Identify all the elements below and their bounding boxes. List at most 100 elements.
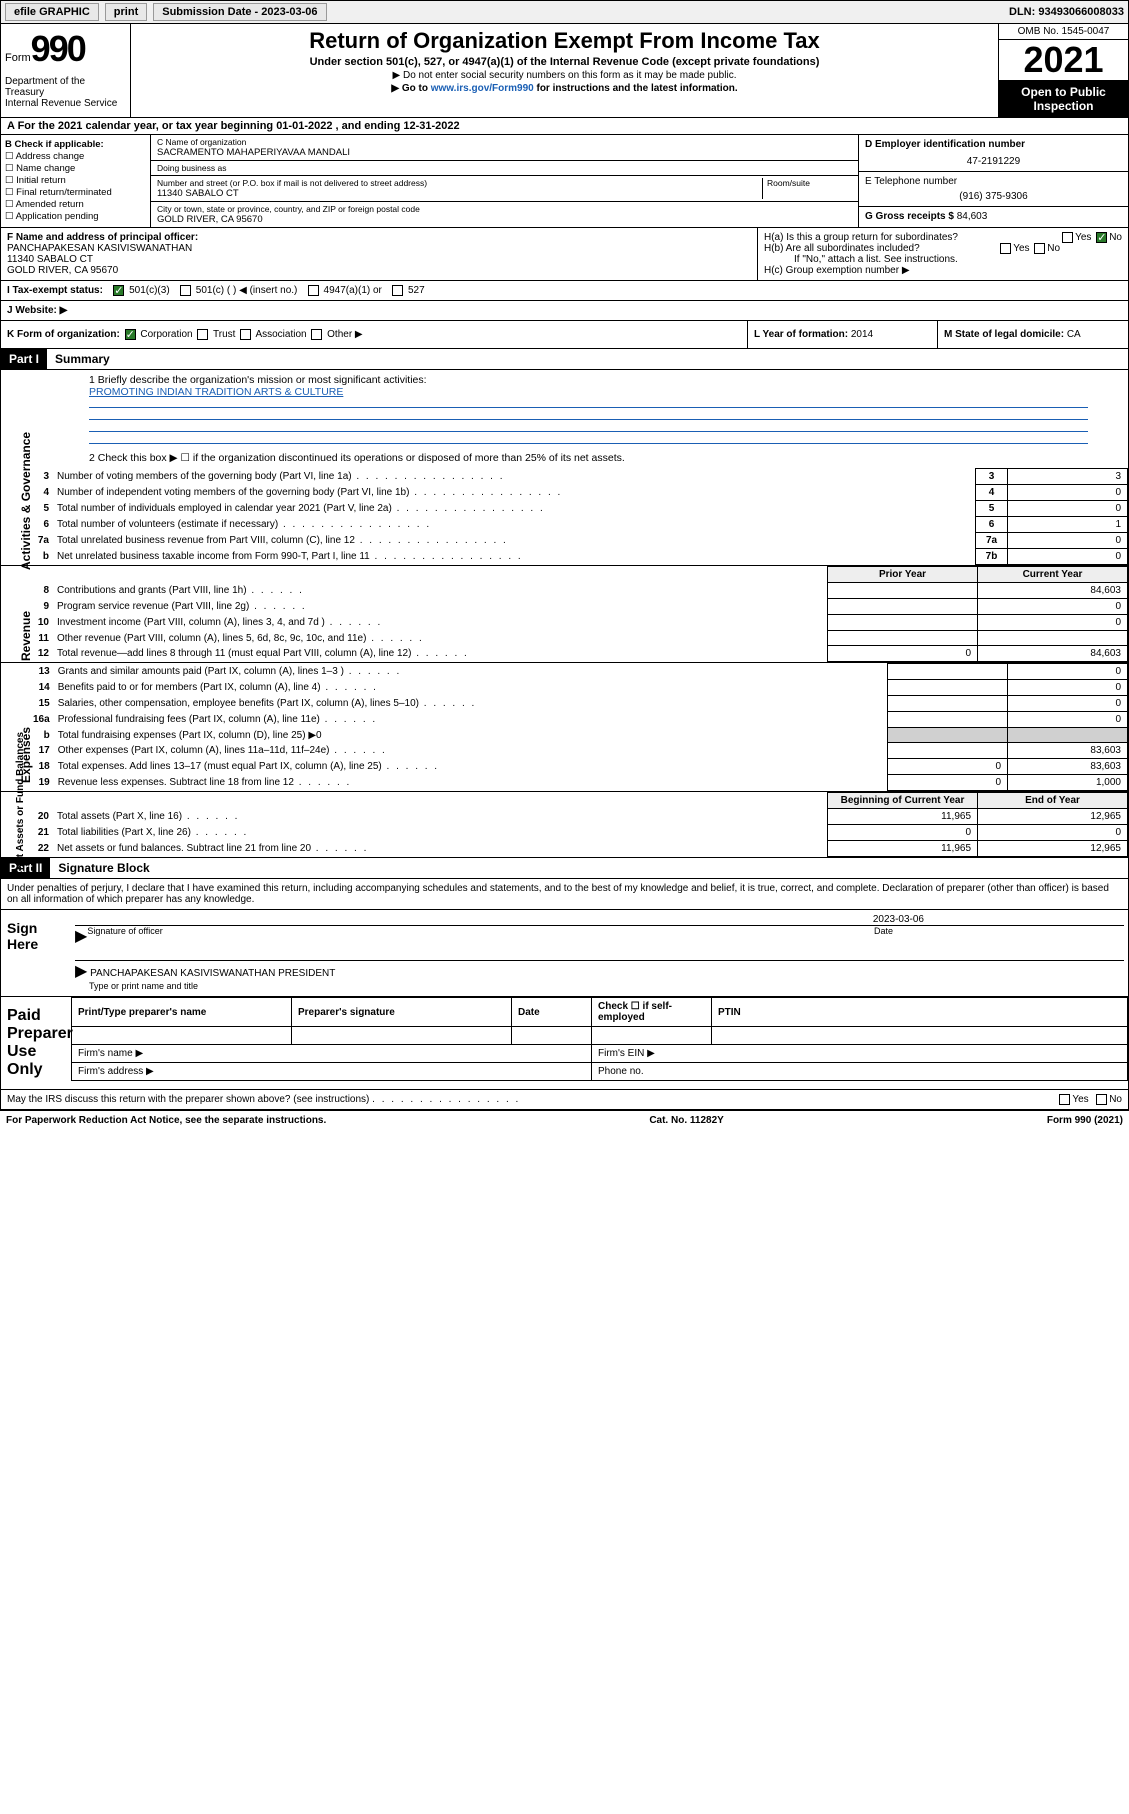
signature-block: Under penalties of perjury, I declare th… [0,879,1129,1110]
signature-declaration: Under penalties of perjury, I declare th… [1,879,1128,909]
i-501c-box[interactable] [180,285,191,296]
form-title: Return of Organization Exempt From Incom… [139,28,990,54]
phone-value: (916) 375-9306 [865,187,1122,202]
c-city-row: City or town, state or province, country… [151,202,858,227]
chk-amended-return[interactable]: ☐ Amended return [5,199,146,210]
chk-final-return[interactable]: ☐ Final return/terminated [5,187,146,198]
ha-no-box[interactable] [1096,232,1107,243]
b-label: B Check if applicable: [5,139,146,150]
paid-preparer-label: Paid Preparer Use Only [1,997,71,1089]
i-527-box[interactable] [392,285,403,296]
may-irs-lbl: May the IRS discuss this return with the… [7,1094,369,1105]
hb-note: If "No," attach a list. See instructions… [764,254,1122,265]
c-dba-row: Doing business as [151,161,858,176]
officer-name-title: PANCHAPAKESAN KASIVISWANATHAN PRESIDENT [90,968,335,979]
k-assoc-box[interactable] [240,329,251,340]
header-right: OMB No. 1545-0047 2021 Open to Public In… [998,24,1128,117]
c-street-lbl: Number and street (or P.O. box if mail i… [157,178,762,188]
prep-col-sig: Preparer's signature [292,998,512,1027]
k-corp-box[interactable] [125,329,136,340]
part1-header-row: Part I Summary [0,349,1129,370]
q2-label: 2 Check this box ▶ ☐ if the organization… [89,452,1088,464]
chk-initial-return[interactable]: ☐ Initial return [5,175,146,186]
sig-date-lbl: Date [874,926,1124,946]
side-netassets: Net Assets or Fund Balances [15,732,26,870]
department-label: Department of the Treasury Internal Reve… [5,70,126,109]
i-row: I Tax-exempt status: 501(c)(3) 501(c) ( … [0,281,1129,301]
q1-label: 1 Briefly describe the organization's mi… [89,374,1088,386]
m-block: M State of legal domicile: CA [938,321,1128,348]
org-street: 11340 SABALO CT [157,188,762,199]
tax-year: 2021 [999,40,1128,81]
prep-col-date: Date [512,998,592,1027]
print-button[interactable]: print [105,3,147,21]
c-name-lbl: C Name of organization [157,137,852,147]
form-number: 990 [31,28,85,69]
k-trust-box[interactable] [197,329,208,340]
form-subtitle-1: Under section 501(c), 527, or 4947(a)(1)… [139,56,990,68]
section-revenue: Revenue Prior YearCurrent Year8Contribut… [0,566,1129,663]
officer-city: GOLD RIVER, CA 95670 [7,265,751,276]
form-header: Form990 Department of the Treasury Inter… [0,24,1129,118]
col-c: C Name of organization SACRAMENTO MAHAPE… [151,135,858,227]
netassets-table: Beginning of Current YearEnd of Year20To… [29,792,1128,857]
ha-lbl: H(a) Is this a group return for subordin… [764,232,958,243]
hb-no-box[interactable] [1034,243,1045,254]
open-public-label: Open to Public Inspection [999,81,1128,117]
prep-col-ptin: PTIN [712,998,1128,1027]
form-word: Form [5,52,31,64]
mission-block: 1 Briefly describe the organization's mi… [29,370,1128,468]
i-501c3-box[interactable] [113,285,124,296]
c-dba-lbl: Doing business as [157,163,852,173]
c-city-lbl: City or town, state or province, country… [157,204,852,214]
header-middle: Return of Organization Exempt From Incom… [131,24,998,117]
section-governance: Activities & Governance 1 Briefly descri… [0,370,1129,566]
page-footer: For Paperwork Reduction Act Notice, see … [0,1110,1129,1130]
d-row: D Employer identification number 47-2191… [859,135,1128,172]
revenue-table: Prior YearCurrent Year8Contributions and… [29,566,1128,662]
irs-yes-box[interactable] [1059,1094,1070,1105]
j-lbl: J Website: ▶ [7,305,67,316]
sig-arrow2-icon: ▶ [75,963,87,980]
footer-left: For Paperwork Reduction Act Notice, see … [6,1115,326,1126]
part1-title: Summary [47,352,110,366]
e-lbl: E Telephone number [865,176,1122,187]
col-de: D Employer identification number 47-2191… [858,135,1128,227]
e-row: E Telephone number (916) 375-9306 [859,172,1128,207]
k-other-box[interactable] [311,329,322,340]
sig-date-val: 2023-03-06 [75,914,1124,925]
preparer-table: Print/Type preparer's name Preparer's si… [71,997,1128,1081]
col-b: B Check if applicable: ☐ Address change … [1,135,151,227]
ha-yes-box[interactable] [1062,232,1073,243]
may-irs-row: May the IRS discuss this return with the… [1,1089,1128,1109]
firm-addr-lbl: Firm's address ▶ [72,1063,592,1081]
hb-yes-box[interactable] [1000,243,1011,254]
c-room-lbl: Room/suite [767,178,852,188]
l-val: 2014 [851,329,873,340]
irs-no-box[interactable] [1096,1094,1107,1105]
part2-header-row: Part II Signature Block [0,858,1129,879]
m-val: CA [1067,329,1081,340]
hc-row: H(c) Group exemption number ▶ [764,265,1122,276]
dln-label: DLN: 93493066008033 [1009,6,1124,18]
irs-link[interactable]: www.irs.gov/Form990 [431,83,534,94]
part2-title: Signature Block [50,861,149,875]
side-governance: Activities & Governance [19,432,33,570]
i-4947-box[interactable] [308,285,319,296]
org-city: GOLD RIVER, CA 95670 [157,214,852,225]
hb-row: H(b) Are all subordinates included? Yes … [764,243,1122,254]
chk-application-pending[interactable]: ☐ Application pending [5,211,146,222]
chk-name-change[interactable]: ☐ Name change [5,163,146,174]
side-revenue: Revenue [19,611,33,661]
c-street-row: Number and street (or P.O. box if mail i… [151,176,858,202]
sig-arrow-icon: ▶ [75,926,87,946]
form-subtitle-2: ▶ Do not enter social security numbers o… [139,70,990,81]
h-block: H(a) Is this a group return for subordin… [758,228,1128,280]
top-bar: efile GRAPHIC print Submission Date - 20… [0,0,1129,24]
g-row: G Gross receipts $ 84,603 [859,207,1128,226]
footer-right: Form 990 (2021) [1047,1115,1123,1126]
k-block: K Form of organization: Corporation Trus… [1,321,748,348]
chk-address-change[interactable]: ☐ Address change [5,151,146,162]
type-name-lbl: Type or print name and title [75,981,198,991]
section-expenses: Expenses 13Grants and similar amounts pa… [0,663,1129,792]
